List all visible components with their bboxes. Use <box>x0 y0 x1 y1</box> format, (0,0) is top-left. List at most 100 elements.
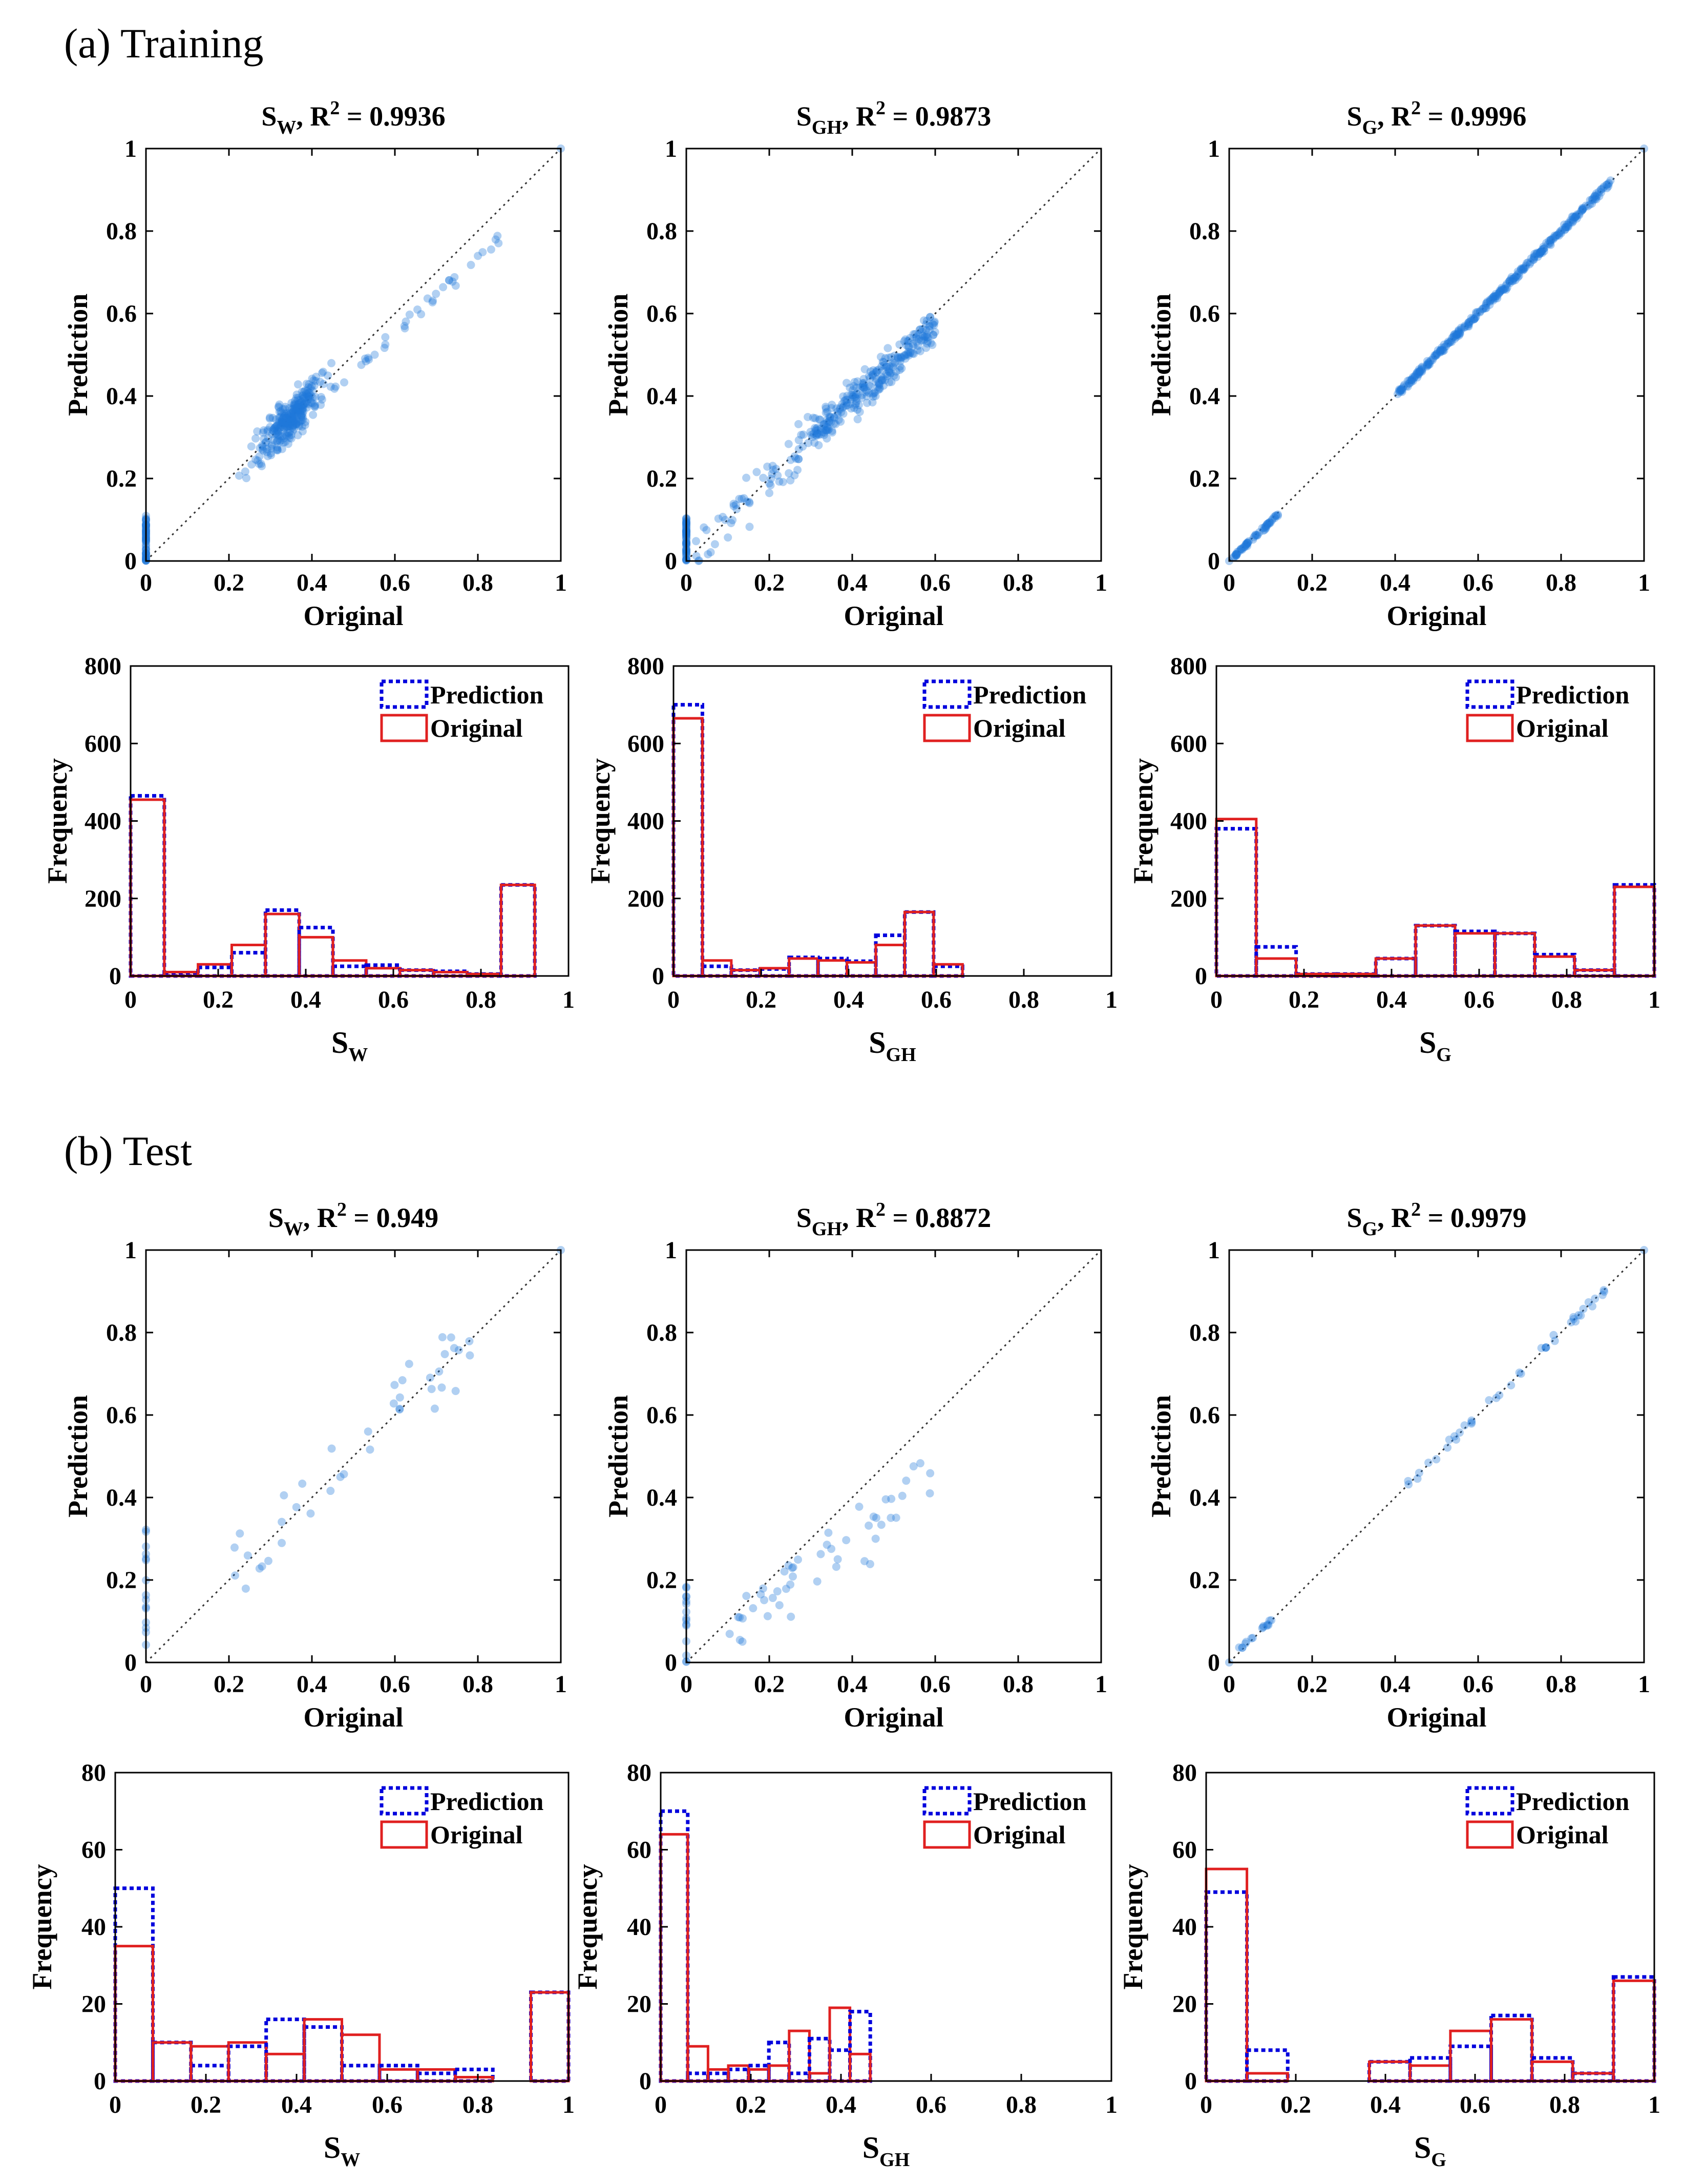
data-point <box>1452 331 1461 340</box>
x-tick-label: 0.2 <box>754 1671 785 1698</box>
data-point <box>842 1536 851 1545</box>
data-point <box>1467 1419 1476 1428</box>
data-point <box>1464 320 1472 328</box>
data-point <box>1271 511 1280 520</box>
x-tick-label: 0.2 <box>754 569 785 596</box>
data-point <box>1404 1480 1413 1489</box>
prediction-bar <box>230 951 267 978</box>
data-point <box>1578 205 1587 214</box>
data-point <box>1436 348 1444 357</box>
data-point <box>1588 196 1596 204</box>
data-point <box>297 405 306 414</box>
data-point <box>1260 524 1269 532</box>
data-point <box>1482 299 1490 308</box>
data-point <box>263 427 272 436</box>
data-point <box>303 399 311 408</box>
x-tick-label: 0 <box>140 1671 152 1698</box>
data-point <box>1498 283 1506 292</box>
data-point <box>877 376 886 385</box>
data-point <box>855 408 864 417</box>
data-point <box>1503 283 1511 292</box>
data-point <box>1563 223 1572 232</box>
data-point <box>304 393 313 402</box>
data-point <box>1595 188 1604 196</box>
data-point <box>304 383 313 391</box>
data-point <box>278 432 287 441</box>
data-point <box>1428 356 1437 365</box>
data-point <box>1605 179 1613 188</box>
data-point <box>843 398 851 407</box>
data-point <box>326 382 335 391</box>
data-point <box>814 441 823 449</box>
x-tick-label: 0 <box>124 986 137 1013</box>
data-point <box>304 392 313 401</box>
x-tick-label: 0.6 <box>920 1671 951 1698</box>
data-point <box>1243 539 1251 548</box>
data-point <box>1546 238 1554 247</box>
data-point <box>286 413 294 422</box>
data-point <box>281 405 289 413</box>
data-point <box>312 372 321 381</box>
data-point <box>1437 345 1445 354</box>
data-point <box>1423 357 1432 365</box>
data-point <box>827 418 835 427</box>
data-point <box>704 550 712 558</box>
data-point <box>735 494 744 503</box>
data-point <box>1494 289 1503 298</box>
data-point <box>300 393 309 402</box>
data-point <box>1525 260 1534 268</box>
data-point <box>242 474 251 483</box>
data-point <box>288 413 297 422</box>
x-tick-label: 0 <box>680 1671 692 1698</box>
data-point <box>285 429 293 438</box>
data-point <box>1571 213 1580 221</box>
data-point <box>304 400 312 409</box>
data-point <box>883 371 892 380</box>
data-point <box>1405 376 1414 385</box>
data-point <box>784 1561 793 1570</box>
data-point <box>833 407 842 416</box>
x-tick-label: 1 <box>1648 986 1660 1013</box>
x-tick-label: 0 <box>140 569 152 596</box>
data-point <box>291 409 300 418</box>
data-point <box>869 392 878 401</box>
data-point <box>822 419 831 427</box>
legend-prediction-label: Prediction <box>1516 680 1629 709</box>
data-point <box>1533 253 1542 261</box>
data-point <box>831 420 840 428</box>
data-point <box>1232 550 1240 558</box>
data-point <box>1252 531 1260 539</box>
y-tick-label: 60 <box>1172 1837 1197 1864</box>
data-point <box>1597 184 1606 193</box>
data-point <box>1485 1396 1493 1405</box>
data-point <box>1530 253 1539 261</box>
data-point <box>892 373 900 382</box>
data-point <box>782 1585 790 1593</box>
x-tick-label: 0.4 <box>1370 2091 1401 2118</box>
data-point <box>289 400 298 409</box>
data-point <box>1529 255 1538 264</box>
data-point <box>291 407 300 416</box>
data-point <box>300 387 308 396</box>
data-point <box>869 372 878 381</box>
data-point <box>815 415 824 424</box>
data-point <box>852 397 861 406</box>
data-point <box>871 378 880 386</box>
data-point <box>1255 528 1264 536</box>
data-point <box>1539 245 1547 254</box>
data-point <box>1591 192 1599 200</box>
data-point <box>1549 234 1557 242</box>
prediction-bar <box>297 925 335 978</box>
x-tick-label: 0.4 <box>1380 1671 1411 1698</box>
data-point <box>292 390 301 399</box>
data-point <box>1510 274 1519 283</box>
data-point <box>282 422 290 431</box>
original-bar <box>1449 2029 1492 2083</box>
data-point <box>279 418 288 426</box>
data-point <box>759 473 768 482</box>
x-tick-label: 0.8 <box>1549 2091 1580 2118</box>
x-tick-label: 0.2 <box>1289 986 1319 1013</box>
data-point <box>271 422 280 431</box>
data-point <box>1554 229 1563 238</box>
data-point <box>850 393 859 402</box>
